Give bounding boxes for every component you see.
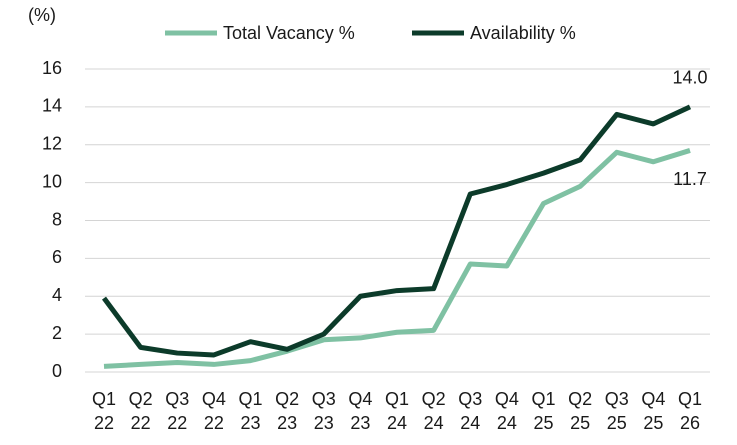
y-tick-label: 8 <box>52 209 62 229</box>
x-tick-label: Q4 24 <box>495 389 519 433</box>
x-tick-label: Q2 24 <box>422 389 446 433</box>
y-tick-label: 2 <box>52 323 62 343</box>
x-tick-label: Q1 23 <box>238 389 262 433</box>
x-tick-label: Q4 23 <box>348 389 372 433</box>
legend-label: Total Vacancy % <box>223 23 355 43</box>
x-tick-label: Q2 25 <box>568 389 592 433</box>
y-tick-label: 6 <box>52 247 62 267</box>
y-tick-label: 16 <box>42 58 62 78</box>
value-label: 11.7 <box>673 169 707 189</box>
line <box>103 148 691 369</box>
x-tick-label: Q4 22 <box>202 389 226 433</box>
x-tick-label: Q3 22 <box>165 389 189 433</box>
x-tick-label: Q3 25 <box>605 389 629 433</box>
x-tick-label: Q2 23 <box>275 389 299 433</box>
y-tick-label: 12 <box>42 134 62 154</box>
y-tick-label: 14 <box>42 96 62 116</box>
value-label: 14.0 <box>672 68 707 88</box>
line <box>101 104 692 358</box>
y-tick-label: 10 <box>42 171 62 191</box>
y-axis-label: (%) <box>28 5 56 25</box>
y-tick-label: 4 <box>52 285 62 305</box>
x-tick-label: Q3 23 <box>312 389 336 433</box>
x-tick-label: Q2 22 <box>129 389 153 433</box>
x-tick-label: Q1 25 <box>531 389 555 433</box>
x-tick-label: Q1 22 <box>92 389 116 433</box>
x-tick-label: Q1 26 <box>678 389 702 433</box>
y-tick-label: 0 <box>52 361 62 381</box>
x-tick-label: Q4 25 <box>641 389 665 433</box>
x-tick-label: Q1 24 <box>385 389 409 433</box>
x-tick-label: Q3 24 <box>458 389 482 433</box>
legend-label: Availability % <box>470 23 576 43</box>
